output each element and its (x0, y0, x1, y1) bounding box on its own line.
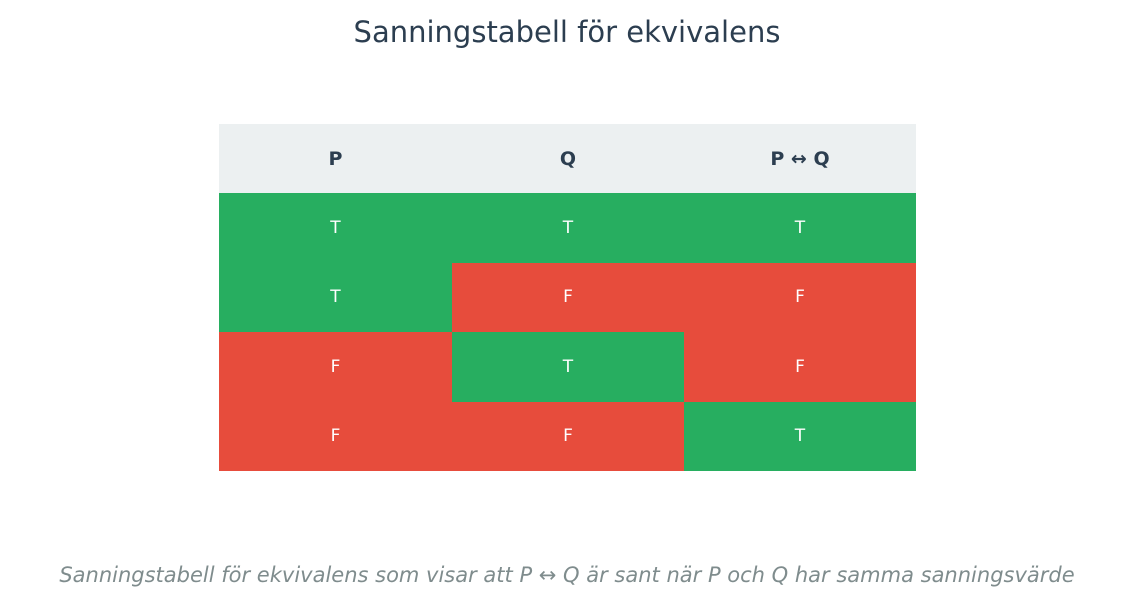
table-cell: F (219, 332, 452, 402)
table-cell: T (219, 262, 452, 333)
table-cell: T (219, 193, 452, 263)
header-p-equiv-q: P ↔ Q (684, 124, 916, 194)
table-cell: T (684, 193, 916, 263)
table-cell: F (452, 262, 684, 333)
table-cell: T (452, 193, 684, 263)
header-p: P (219, 124, 452, 194)
table-cell: T (452, 332, 684, 402)
table-cell: F (219, 401, 452, 471)
caption: Sanningstabell för ekvivalens som visar … (59, 563, 1075, 587)
header-q: Q (452, 124, 684, 194)
table-cell: F (452, 401, 684, 471)
page-title: Sanningstabell för ekvivalens (353, 15, 781, 49)
table-cell: F (684, 332, 916, 402)
table-cell: F (684, 262, 916, 333)
table-cell: T (684, 401, 916, 471)
truth-table: P Q P ↔ Q T T T T F F F T F F F T (219, 124, 916, 471)
